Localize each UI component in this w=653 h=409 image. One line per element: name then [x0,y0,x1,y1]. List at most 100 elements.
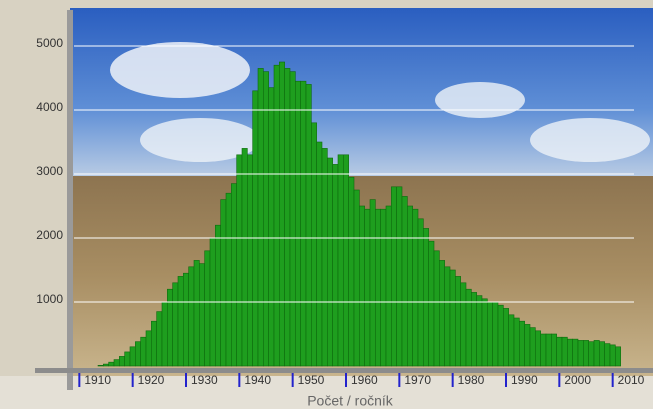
bar [279,62,284,366]
bar [301,81,306,366]
bar [215,225,220,366]
bar [253,91,258,366]
bar [429,241,434,366]
bar [333,164,338,366]
cloud [530,118,650,162]
bar [173,283,178,366]
x-tick-label: 1940 [244,373,271,387]
bar [386,206,391,366]
cloud [110,42,250,98]
bar [338,155,343,366]
bar [551,334,556,366]
bar [263,72,268,366]
bar [493,302,498,366]
bar [269,88,274,366]
y-tick-label: 2000 [36,228,63,242]
bar [557,337,562,366]
bar [589,342,594,366]
bar [194,260,199,366]
y-tick-label: 1000 [36,292,63,306]
bar [247,155,252,366]
bar [157,312,162,366]
bar [98,365,103,366]
x-axis-title: Počet / ročník [307,393,394,409]
bar [365,209,370,366]
x-tick-label: 1910 [84,373,111,387]
bar [605,344,610,366]
bar [567,339,572,366]
bar [573,339,578,366]
bar [306,84,311,366]
bar [199,264,204,366]
bar [509,315,514,366]
bar [546,334,551,366]
bar [439,260,444,366]
bar [114,360,119,366]
bar [418,219,423,366]
x-tick-label: 1960 [351,373,378,387]
x-tick-label: 1990 [511,373,538,387]
bar [594,340,599,366]
bar [445,267,450,366]
bar [455,276,460,366]
bar [407,206,412,366]
bar [226,193,231,366]
bar [583,340,588,366]
x-tick-label: 1970 [404,373,431,387]
bar [295,81,300,366]
y-tick-label: 4000 [36,100,63,114]
bar [189,267,194,366]
bar [466,289,471,366]
bar [349,177,354,366]
bar [258,68,263,366]
bar [541,334,546,366]
bar [162,302,167,366]
x-tick-label: 2010 [618,373,645,387]
bar [530,328,535,366]
cloud [435,82,525,118]
y-axis [67,10,73,390]
bar [343,155,348,366]
bar [477,296,482,366]
bar [370,200,375,366]
bar [285,68,290,366]
x-tick-label: 1980 [458,373,485,387]
bar [103,364,108,366]
bar [578,340,583,366]
bar [391,187,396,366]
bar [519,321,524,366]
bar [178,276,183,366]
bar [471,292,476,366]
bar [237,155,242,366]
bar [461,283,466,366]
bar [381,209,386,366]
y-tick-label: 5000 [36,36,63,50]
bar [109,362,114,366]
bar [525,324,530,366]
bar [562,337,567,366]
bar [183,273,188,366]
bar [610,345,615,366]
bar [242,148,247,366]
bar [317,142,322,366]
x-axis [35,368,653,373]
x-tick-label: 1920 [138,373,165,387]
bar [498,305,503,366]
bar [130,347,135,366]
chart: 1000200030004000500019101920193019401950… [0,0,653,409]
bar [322,148,327,366]
bar [615,347,620,366]
bar [450,270,455,366]
bar [231,184,236,366]
bar [290,72,295,366]
bar [221,200,226,366]
bar [423,228,428,366]
x-tick-label: 1950 [298,373,325,387]
x-tick-label: 1930 [191,373,218,387]
bar [434,251,439,366]
bar [327,158,332,366]
bar [167,289,172,366]
bar [311,123,316,366]
bar [535,331,540,366]
bar [375,209,380,366]
